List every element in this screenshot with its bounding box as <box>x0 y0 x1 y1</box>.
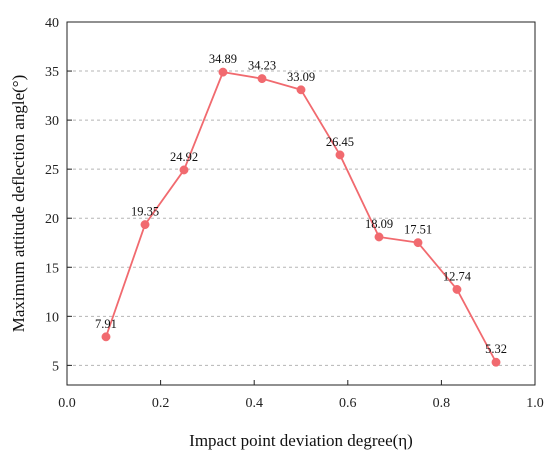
y-tick-label: 25 <box>45 163 59 178</box>
data-point <box>452 284 462 294</box>
y-tick-label: 10 <box>45 310 59 325</box>
y-tick-label: 5 <box>52 359 59 374</box>
y-tick-label: 15 <box>45 261 59 276</box>
data-label: 34.89 <box>209 52 237 66</box>
x-tick-label: 0.4 <box>245 396 263 411</box>
y-tick-label: 20 <box>45 212 59 227</box>
x-tick-label: 0.0 <box>58 396 76 411</box>
axis-ticks: 5 10 15 20 25 30 35 40 0.0 0.2 0.4 0.6 0.8 1.0 <box>45 16 544 411</box>
series-layer <box>101 67 501 367</box>
data-point <box>374 232 384 242</box>
data-label: 18.09 <box>365 217 393 231</box>
gridlines <box>67 70 535 366</box>
data-label: 34.23 <box>248 59 276 73</box>
y-axis-title: Maximum attitude deflection angle(°) <box>9 75 28 332</box>
data-label: 12.74 <box>443 269 472 283</box>
x-axis-title: Impact point deviation degree(η) <box>189 431 413 450</box>
x-tick-label: 0.6 <box>339 396 357 411</box>
y-tick-label: 40 <box>45 16 59 31</box>
data-point <box>218 67 228 77</box>
data-label: 7.91 <box>95 317 117 331</box>
data-labels: 7.91 19.35 24.92 34.89 34.23 33.09 26.45 18.09 1… <box>95 52 507 356</box>
data-label: 24.92 <box>170 150 198 164</box>
x-tick-label: 0.8 <box>433 396 451 411</box>
data-point <box>413 238 423 248</box>
plot-frame <box>66 21 536 386</box>
data-label: 33.09 <box>287 70 315 84</box>
data-point <box>257 74 267 84</box>
x-tick-label: 0.2 <box>152 396 170 411</box>
data-point <box>335 150 345 160</box>
data-point <box>179 165 189 175</box>
y-tick-label: 30 <box>45 114 59 129</box>
data-point <box>101 332 111 342</box>
data-point <box>491 357 501 367</box>
series-line <box>105 71 497 363</box>
data-label: 17.51 <box>404 223 432 237</box>
data-point <box>296 85 306 95</box>
data-label: 19.35 <box>131 205 159 219</box>
x-tick-label: 1.0 <box>526 396 544 411</box>
y-tick-label: 35 <box>45 65 59 80</box>
data-label: 5.32 <box>485 342 507 356</box>
data-point <box>140 220 150 230</box>
data-label: 26.45 <box>326 135 354 149</box>
